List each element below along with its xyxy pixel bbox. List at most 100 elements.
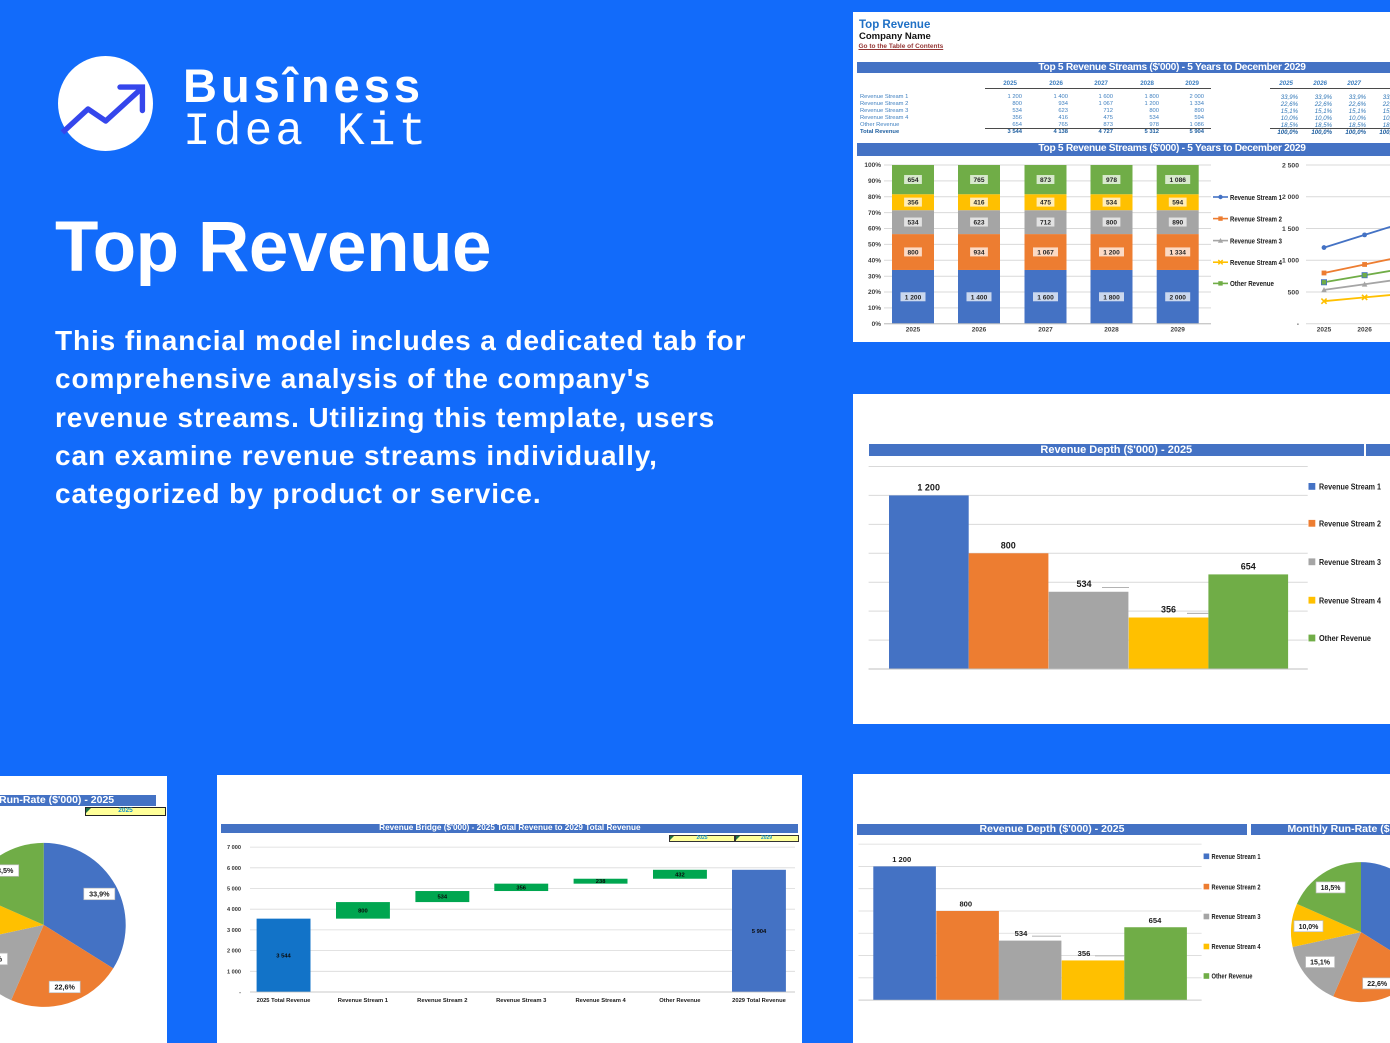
svg-text:416: 416 (973, 200, 984, 207)
svg-text:238: 238 (596, 879, 606, 885)
svg-text:22,6%: 22,6% (1367, 981, 1388, 988)
svg-text:1 334: 1 334 (1169, 249, 1186, 256)
svg-text:Revenue Stream 3: Revenue Stream 3 (496, 998, 547, 1004)
svg-text:Other Revenue: Other Revenue (1319, 634, 1372, 643)
svg-text:20%: 20% (868, 289, 881, 296)
svg-text:3 000: 3 000 (227, 928, 241, 934)
svg-text:15,1%: 15,1% (1310, 960, 1331, 967)
svg-text:1 200: 1 200 (892, 855, 911, 864)
svg-text:3 544: 3 544 (276, 953, 291, 959)
svg-text:Other Revenue: Other Revenue (1212, 974, 1253, 981)
svg-text:534: 534 (1106, 200, 1117, 207)
svg-text:534: 534 (437, 895, 447, 901)
svg-text:534: 534 (907, 220, 918, 227)
svg-text:Revenue Stream 3: Revenue Stream 3 (1319, 558, 1382, 567)
svg-text:15,1%: 15,1% (0, 955, 3, 964)
svg-text:654: 654 (907, 177, 918, 184)
svg-text:356: 356 (907, 200, 918, 207)
svg-text:800: 800 (907, 249, 918, 256)
svg-text:356: 356 (516, 885, 526, 891)
svg-text:800: 800 (1001, 540, 1016, 550)
svg-text:Revenue Stream 3: Revenue Stream 3 (1212, 914, 1261, 921)
svg-text:890: 890 (1172, 220, 1183, 227)
svg-text:623: 623 (973, 220, 984, 227)
svg-text:2 000: 2 000 (227, 949, 241, 955)
svg-text:Revenue Stream 4: Revenue Stream 4 (1319, 596, 1382, 605)
svg-text:Revenue Stream 3: Revenue Stream 3 (1230, 238, 1282, 245)
svg-text:1 400: 1 400 (971, 294, 988, 301)
svg-text:6 000: 6 000 (227, 866, 241, 872)
svg-text:1 200: 1 200 (917, 482, 940, 492)
svg-text:7 000: 7 000 (227, 845, 241, 851)
svg-text:-: - (1297, 321, 1299, 328)
svg-text:2025: 2025 (906, 327, 921, 334)
svg-text:2027: 2027 (1038, 327, 1053, 334)
svg-text:2026: 2026 (1357, 327, 1372, 334)
svg-text:500: 500 (1288, 289, 1300, 296)
svg-text:1 067: 1 067 (1037, 249, 1054, 256)
svg-text:60%: 60% (868, 226, 881, 233)
svg-text:800: 800 (1106, 220, 1117, 227)
svg-text:765: 765 (973, 177, 984, 184)
svg-text:40%: 40% (868, 258, 881, 265)
svg-text:Revenue Stream 1: Revenue Stream 1 (1212, 854, 1261, 861)
svg-text:18,5%: 18,5% (1321, 885, 1342, 892)
svg-text:100%: 100% (864, 162, 881, 169)
svg-text:10,0%: 10,0% (1299, 924, 1320, 931)
svg-text:1 000: 1 000 (227, 969, 241, 975)
svg-text:475: 475 (1040, 200, 1051, 207)
svg-text:978: 978 (1106, 177, 1117, 184)
svg-text:30%: 30% (868, 273, 881, 280)
svg-text:4 000: 4 000 (227, 907, 241, 913)
svg-text:50%: 50% (868, 242, 881, 249)
svg-text:1 200: 1 200 (905, 294, 922, 301)
svg-text:654: 654 (1241, 561, 1256, 571)
svg-text:Revenue Stream 2: Revenue Stream 2 (1212, 885, 1261, 892)
svg-text:18,5%: 18,5% (0, 866, 14, 875)
svg-text:654: 654 (1149, 916, 1162, 925)
svg-text:2028: 2028 (1104, 327, 1119, 334)
svg-text:356: 356 (1161, 605, 1176, 615)
svg-text:5 000: 5 000 (227, 887, 241, 893)
svg-text:1 086: 1 086 (1169, 177, 1186, 184)
svg-text:800: 800 (959, 900, 972, 909)
svg-text:1 600: 1 600 (1037, 294, 1054, 301)
svg-text:80%: 80% (868, 194, 881, 201)
svg-text:2025: 2025 (1317, 327, 1332, 334)
svg-text:1 200: 1 200 (1103, 249, 1120, 256)
svg-text:33,9%: 33,9% (89, 890, 110, 899)
svg-text:534: 534 (1015, 930, 1028, 939)
svg-text:534: 534 (1076, 579, 1091, 589)
svg-text:Revenue Stream 1: Revenue Stream 1 (1230, 195, 1282, 202)
svg-text:594: 594 (1172, 200, 1183, 207)
svg-text:2026: 2026 (972, 327, 987, 334)
svg-text:22,6%: 22,6% (55, 983, 76, 992)
svg-text:2029 Total Revenue: 2029 Total Revenue (732, 998, 786, 1004)
svg-text:800: 800 (358, 908, 368, 914)
svg-text:Revenue Stream 2: Revenue Stream 2 (1230, 216, 1282, 223)
svg-text:Revenue Stream 4: Revenue Stream 4 (1230, 260, 1282, 267)
svg-text:Revenue Stream 2: Revenue Stream 2 (417, 998, 467, 1004)
svg-text:Revenue Stream 1: Revenue Stream 1 (1319, 483, 1382, 492)
svg-text:2 500: 2 500 (1282, 162, 1299, 169)
svg-text:Other Revenue: Other Revenue (659, 998, 701, 1004)
svg-text:5 904: 5 904 (752, 929, 767, 935)
svg-text:934: 934 (973, 249, 984, 256)
svg-text:90%: 90% (868, 178, 881, 185)
svg-text:432: 432 (675, 872, 685, 878)
svg-text:356: 356 (1078, 949, 1091, 958)
svg-text:1 000: 1 000 (1282, 258, 1299, 265)
svg-text:-: - (239, 990, 241, 996)
svg-text:Other Revenue: Other Revenue (1230, 281, 1274, 288)
svg-text:1 800: 1 800 (1103, 294, 1120, 301)
svg-text:Revenue Stream 1: Revenue Stream 1 (338, 998, 389, 1004)
svg-text:2025 Total Revenue: 2025 Total Revenue (257, 998, 311, 1004)
svg-text:Revenue Stream 2: Revenue Stream 2 (1319, 519, 1382, 528)
svg-text:Revenue Stream 4: Revenue Stream 4 (575, 998, 626, 1004)
svg-text:2 000: 2 000 (1282, 194, 1299, 201)
svg-text:2 000: 2 000 (1169, 294, 1186, 301)
svg-text:70%: 70% (868, 210, 881, 217)
svg-text:2029: 2029 (1170, 327, 1185, 334)
svg-text:10%: 10% (868, 305, 881, 312)
svg-text:873: 873 (1040, 177, 1051, 184)
